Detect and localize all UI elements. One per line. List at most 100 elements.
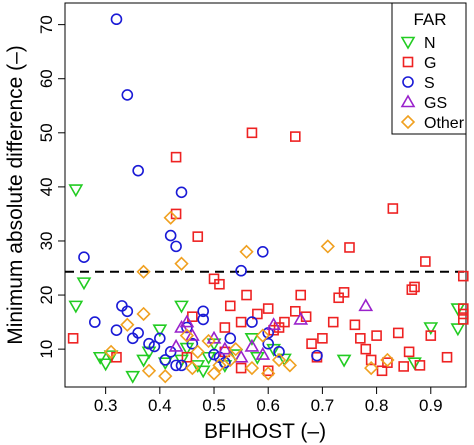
point-s bbox=[78, 251, 90, 263]
point-other bbox=[141, 363, 157, 378]
point-g bbox=[241, 289, 252, 301]
point-n bbox=[125, 370, 141, 384]
x-axis: 0.3 0.4 0.5 0.6 0.7 0.8 0.9 bbox=[94, 387, 443, 415]
point-g bbox=[376, 365, 388, 377]
point-s bbox=[148, 340, 161, 353]
point-g bbox=[327, 316, 339, 328]
point-s bbox=[121, 305, 134, 318]
point-s bbox=[132, 327, 144, 339]
point-g bbox=[406, 284, 418, 295]
x-tick-label: 0.9 bbox=[419, 396, 443, 415]
legend-label-n: N bbox=[424, 35, 436, 52]
point-s bbox=[170, 359, 182, 372]
point-other bbox=[185, 360, 200, 376]
point-other bbox=[206, 366, 222, 381]
y-tick-label: 50 bbox=[37, 123, 56, 142]
point-other bbox=[380, 352, 395, 368]
point-gs bbox=[255, 346, 271, 360]
point-s bbox=[256, 245, 269, 258]
point-s bbox=[159, 354, 172, 366]
point-g bbox=[273, 322, 285, 333]
point-n bbox=[92, 351, 108, 365]
point-gs bbox=[293, 311, 309, 325]
point-g bbox=[420, 256, 431, 267]
point-s bbox=[110, 324, 123, 337]
point-g bbox=[349, 319, 361, 331]
y-tick-label: 10 bbox=[37, 340, 56, 359]
point-n bbox=[174, 300, 189, 314]
point-g bbox=[355, 333, 366, 344]
point-n bbox=[249, 351, 265, 365]
point-n bbox=[103, 350, 119, 364]
legend-marker-g bbox=[402, 56, 414, 68]
point-n bbox=[244, 333, 260, 346]
point-g bbox=[333, 292, 344, 304]
point-g bbox=[170, 151, 182, 163]
point-g bbox=[457, 314, 469, 325]
point-g bbox=[457, 303, 469, 314]
legend-label-other: Other bbox=[424, 115, 465, 132]
point-gs bbox=[244, 338, 260, 352]
point-g bbox=[392, 327, 404, 339]
x-tick-label: 0.6 bbox=[256, 396, 280, 415]
point-other bbox=[282, 358, 298, 373]
point-s bbox=[186, 337, 199, 350]
y-axis-label: Minimum absolute difference (–) bbox=[4, 45, 27, 345]
point-n bbox=[450, 323, 466, 337]
point-other bbox=[103, 344, 119, 359]
point-g bbox=[235, 362, 247, 374]
point-s bbox=[208, 348, 220, 361]
point-gs bbox=[168, 338, 184, 352]
point-g bbox=[371, 330, 382, 341]
point-g bbox=[382, 357, 393, 368]
point-s bbox=[170, 240, 182, 253]
point-other bbox=[163, 210, 178, 225]
legend-marker-other bbox=[400, 114, 416, 130]
point-other bbox=[228, 342, 243, 357]
x-tick-label: 0.8 bbox=[365, 396, 389, 415]
point-other bbox=[244, 360, 260, 376]
legend-marker-n bbox=[400, 36, 416, 50]
point-g bbox=[224, 300, 236, 312]
point-s bbox=[154, 332, 166, 345]
point-g bbox=[387, 203, 399, 214]
point-g bbox=[409, 281, 420, 293]
point-gs bbox=[217, 341, 233, 355]
point-other bbox=[174, 256, 189, 271]
point-n bbox=[407, 357, 422, 371]
point-gs bbox=[358, 298, 374, 312]
point-other bbox=[223, 352, 238, 368]
point-g bbox=[344, 242, 355, 253]
point-g bbox=[403, 346, 415, 358]
point-gs bbox=[184, 328, 200, 341]
point-other bbox=[320, 239, 335, 254]
data-points bbox=[67, 13, 469, 384]
point-s bbox=[132, 164, 144, 177]
point-g bbox=[457, 308, 469, 320]
point-other bbox=[212, 358, 227, 373]
point-other bbox=[364, 360, 379, 376]
point-s bbox=[246, 316, 258, 328]
point-g bbox=[441, 351, 453, 363]
point-g bbox=[295, 289, 307, 301]
point-other bbox=[255, 328, 270, 343]
point-n bbox=[195, 365, 211, 379]
point-g bbox=[365, 354, 377, 366]
point-s bbox=[110, 13, 123, 26]
legend-label-gs: GS bbox=[424, 95, 447, 112]
point-gs bbox=[266, 317, 282, 331]
x-tick-label: 0.3 bbox=[94, 396, 118, 415]
point-other bbox=[239, 244, 254, 259]
point-s bbox=[121, 89, 134, 101]
point-n bbox=[423, 322, 439, 336]
point-s bbox=[143, 337, 155, 350]
x-tick-label: 0.4 bbox=[148, 396, 172, 415]
point-g bbox=[246, 127, 258, 139]
point-other bbox=[201, 333, 216, 349]
point-g bbox=[300, 311, 312, 322]
point-g bbox=[262, 365, 274, 377]
point-n bbox=[68, 184, 84, 198]
point-g bbox=[338, 287, 350, 298]
point-g bbox=[262, 303, 274, 314]
y-tick-label: 30 bbox=[37, 232, 56, 251]
